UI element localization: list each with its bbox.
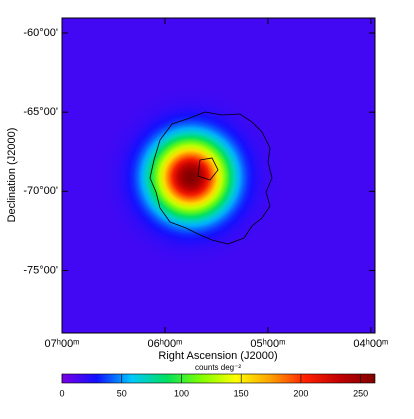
plot-frame xyxy=(61,17,376,334)
y-axis-label: Declination (J2000) xyxy=(6,128,18,223)
colorbar-tick-label: 250 xyxy=(353,388,368,398)
x-tick-label: 07ʰ00ᵐ xyxy=(45,338,80,350)
colorbar-tick-label: 50 xyxy=(117,388,127,398)
colorbar xyxy=(61,373,376,384)
x-axis-label: Right Ascension (J2000) xyxy=(158,350,277,362)
colorbar-tick-label: 200 xyxy=(293,388,308,398)
colorbar-tick-label: 0 xyxy=(59,388,64,398)
colorbar-tick-label: 100 xyxy=(174,388,189,398)
x-tick-label: 05ʰ00ᵐ xyxy=(250,338,285,350)
x-tick-label: 04ʰ00ᵐ xyxy=(353,338,388,350)
contour xyxy=(149,111,273,245)
y-tick-label: -70°00' xyxy=(23,185,58,197)
source-blob xyxy=(102,88,280,266)
colorbar-label: counts deg⁻² xyxy=(195,363,241,372)
y-tick-label: -75°00' xyxy=(23,264,58,276)
colorbar-tick-label: 150 xyxy=(234,388,249,398)
x-tick-label: 06ʰ00ᵐ xyxy=(147,338,182,350)
y-tick-label: -65°00' xyxy=(23,106,58,118)
y-tick-label: -60°00' xyxy=(23,27,58,39)
